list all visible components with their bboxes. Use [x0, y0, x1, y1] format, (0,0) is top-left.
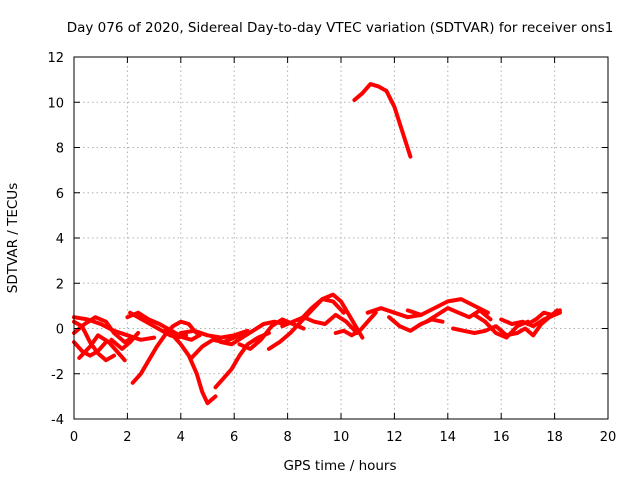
series-arc-8 [125, 310, 202, 342]
series-arc-4 [72, 315, 157, 342]
series-arc-9 [130, 319, 202, 385]
x-tick-label: 10 [333, 430, 350, 445]
series-arc-23 [405, 297, 490, 317]
series-arc-15 [237, 317, 306, 351]
axis-ticks [73, 56, 609, 420]
series-arc-24 [424, 306, 493, 324]
y-tick-labels: -4 -2 0 2 4 6 8 10 12 [47, 51, 64, 428]
x-tick-label: 8 [283, 430, 291, 445]
series-arc-26 [472, 312, 530, 340]
y-tick-label: -2 [51, 368, 64, 383]
y-tick-label: 8 [56, 142, 64, 157]
x-tick-label: 4 [177, 430, 185, 445]
y-tick-label: 6 [56, 187, 64, 202]
series-arc-10 [162, 328, 218, 406]
series-arc-2 [72, 340, 108, 358]
y-tick-label: -4 [51, 413, 64, 428]
chart-title: Day 076 of 2020, Sidereal Day-to-day VTE… [67, 20, 614, 36]
series-arc-6 [109, 331, 141, 351]
series-arc-12 [189, 331, 247, 360]
x-tick-label: 12 [386, 430, 403, 445]
series-arc-14 [218, 319, 287, 347]
y-tick-label: 2 [56, 277, 64, 292]
y-tick-label: 0 [56, 323, 64, 338]
series-arc-3 [72, 315, 135, 345]
series-group [72, 82, 562, 406]
series-arc-18 [298, 292, 365, 340]
x-tick-label: 0 [70, 430, 78, 445]
series-arc-22 [387, 315, 445, 333]
x-tick-label: 2 [123, 430, 131, 445]
y-tick-label: 4 [56, 232, 64, 247]
series-arc-29 [525, 308, 562, 326]
series-arc-19 [333, 310, 378, 338]
y-axis-label: SDTVAR / TECUs [5, 183, 21, 293]
series-arc-13 [213, 331, 271, 390]
series-arc-5 [77, 333, 127, 363]
series-arc-17 [280, 312, 359, 335]
x-tick-labels: 0 2 4 6 8 10 12 14 16 18 20 [70, 430, 616, 445]
y-tick-label: 12 [47, 51, 64, 66]
x-tick-label: 6 [230, 430, 238, 445]
x-tick-label: 20 [600, 430, 617, 445]
x-axis-label: GPS time / hours [283, 458, 396, 474]
y-tick-label: 10 [47, 96, 64, 111]
x-tick-label: 14 [440, 430, 457, 445]
x-tick-label: 16 [493, 430, 510, 445]
x-tick-label: 18 [546, 430, 563, 445]
series-arc-20 [352, 82, 413, 159]
grid [74, 57, 608, 419]
series-arc-21 [365, 306, 424, 320]
